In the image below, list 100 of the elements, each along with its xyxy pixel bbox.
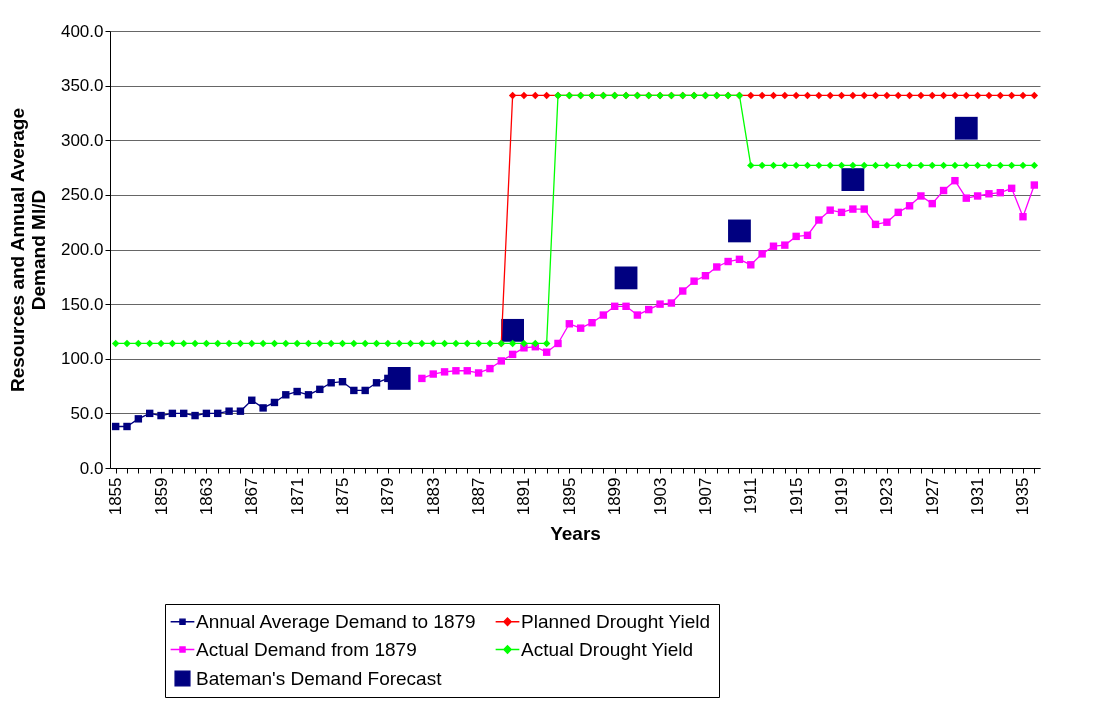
x-tick-label: 1923 (877, 477, 897, 516)
x-tick-label: 1891 (514, 477, 534, 516)
point (614, 266, 638, 290)
x-tick-label: 1899 (605, 477, 625, 516)
y-tick-label: 300.0 (60, 130, 104, 150)
point (917, 91, 925, 100)
point (225, 407, 233, 415)
x-tick-label: 1931 (968, 477, 988, 516)
x-tick-label: 1895 (559, 477, 579, 516)
point (747, 261, 755, 269)
point (871, 91, 880, 100)
point (576, 324, 585, 332)
point (883, 91, 891, 100)
legend-label: Actual Demand from 1879 (196, 638, 417, 660)
point (954, 116, 978, 140)
point (387, 367, 411, 390)
point (803, 91, 812, 100)
point (769, 91, 778, 100)
point (728, 219, 751, 243)
point (429, 370, 437, 378)
point (849, 91, 857, 100)
x-tick-label: 1883 (423, 477, 443, 516)
point (724, 257, 732, 266)
point (1007, 91, 1016, 100)
point (418, 374, 426, 383)
point (781, 91, 789, 100)
x-tick-label: 1859 (151, 477, 171, 516)
point (826, 91, 834, 100)
y-tick-label: 200.0 (60, 240, 104, 259)
point (996, 91, 1005, 100)
point (985, 190, 993, 198)
point (985, 91, 993, 100)
y-tick-label: 0.0 (79, 458, 104, 478)
point (905, 91, 914, 100)
x-tick-label: 1867 (242, 477, 262, 516)
point (531, 91, 540, 100)
point (656, 300, 664, 308)
point (588, 318, 596, 327)
point (327, 379, 335, 387)
x-tick-label: 1855 (106, 477, 126, 516)
x-tick-label: 1875 (333, 477, 352, 516)
point (815, 216, 823, 224)
y-tick-label: 400.0 (60, 21, 104, 41)
point (951, 176, 959, 185)
point (520, 91, 528, 100)
y-tick-label: 50.0 (70, 403, 104, 423)
point (962, 194, 970, 202)
point (917, 192, 925, 200)
x-tick-label: 1911 (741, 477, 761, 515)
y-tick-label: 350.0 (60, 76, 104, 96)
y-tick-label: 250.0 (60, 185, 104, 205)
point (134, 415, 143, 423)
point (554, 339, 562, 348)
y-axis-title: Resources and Annual Average Demand Ml/D (6, 107, 49, 393)
point (951, 91, 959, 100)
point (815, 91, 823, 100)
point (849, 205, 857, 213)
point (622, 302, 630, 311)
y-tick-label: 100.0 (60, 349, 104, 369)
y-tick-label: 150.0 (60, 294, 104, 314)
point (452, 367, 460, 375)
point (758, 91, 766, 100)
x-tick-label: 1903 (650, 477, 670, 516)
point (860, 205, 868, 213)
point (236, 407, 245, 415)
point (350, 386, 358, 395)
point (123, 422, 131, 431)
x-tick-label: 1935 (1013, 477, 1033, 516)
point (928, 91, 936, 100)
x-tick-label: 1871 (287, 477, 307, 516)
point (316, 385, 324, 394)
x-tick-label: 1879 (378, 477, 398, 516)
point (599, 311, 608, 319)
point (157, 411, 165, 420)
point (894, 91, 902, 100)
legend-label: Bateman's Demand Forecast (196, 667, 443, 689)
point (1030, 181, 1039, 189)
x-tick-label: 1919 (832, 477, 852, 516)
point (304, 391, 313, 399)
point (758, 250, 766, 258)
point (905, 202, 914, 210)
legend-label: Actual Drought Yield (521, 638, 694, 660)
point (939, 91, 948, 100)
point (1019, 91, 1027, 100)
x-tick-label: 1863 (196, 477, 216, 516)
point (293, 387, 301, 396)
point (508, 91, 517, 100)
point (542, 91, 551, 100)
point (837, 91, 846, 100)
point (690, 277, 698, 285)
x-axis-title: Years (550, 523, 601, 545)
point (883, 218, 891, 226)
point (259, 404, 267, 412)
point (841, 168, 865, 191)
legend-label: Annual Average Demand to 1879 (196, 610, 476, 632)
point (361, 386, 369, 395)
point (781, 241, 789, 249)
point (973, 91, 982, 100)
point (713, 263, 721, 271)
point (792, 91, 800, 100)
